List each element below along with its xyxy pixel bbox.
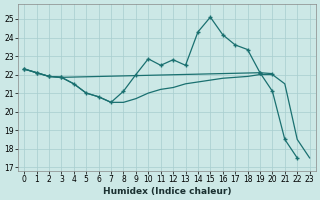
- X-axis label: Humidex (Indice chaleur): Humidex (Indice chaleur): [103, 187, 231, 196]
